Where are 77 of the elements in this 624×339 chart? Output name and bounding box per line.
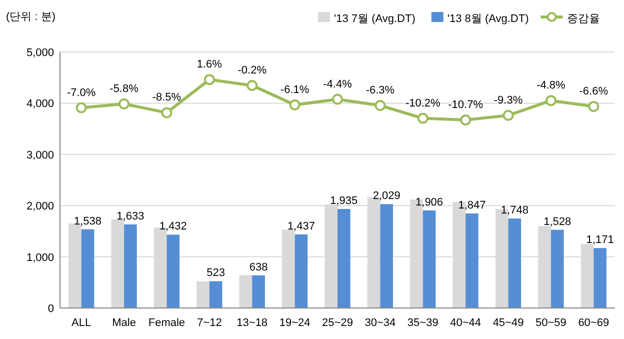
bar (81, 229, 94, 308)
bar (380, 204, 393, 308)
y-tick-label: 0 (48, 303, 54, 315)
data-label: -10.2% (405, 97, 441, 110)
x-tick-label: 30~34 (364, 317, 396, 329)
data-label: -6.3% (366, 84, 395, 96)
data-label: -8.5% (152, 92, 182, 104)
data-label: 1,437 (287, 220, 315, 232)
point (460, 114, 472, 126)
data-label: 638 (249, 261, 268, 274)
x-tick-label: Female (148, 317, 186, 329)
point (588, 100, 600, 112)
y-tick-label: 1,000 (26, 252, 54, 264)
point (161, 107, 172, 118)
bar (508, 218, 522, 308)
data-label: 2,029 (372, 190, 400, 202)
legend-label: '13 8월 (Avg.DT) (447, 13, 529, 25)
bar (209, 281, 222, 308)
data-label: 1,528 (544, 216, 572, 228)
bar (550, 230, 564, 308)
bar (466, 213, 478, 308)
data-label: 1,906 (416, 196, 444, 208)
bar (594, 248, 606, 308)
data-label: -4.4% (323, 78, 352, 90)
x-tick-label: 13~18 (236, 317, 268, 329)
data-label: 1,633 (116, 210, 144, 222)
x-tick-label: ALL (72, 317, 92, 329)
bar (124, 224, 137, 308)
point (502, 110, 514, 121)
data-label: 1,432 (159, 220, 187, 233)
x-tick-label: 25~29 (322, 317, 353, 329)
legend-label: 증감율 (566, 13, 600, 25)
data-label: 1,171 (586, 234, 614, 246)
point (204, 74, 215, 86)
bar (294, 234, 308, 308)
y-tick-label: 5,000 (26, 47, 54, 59)
data-label: -6.1% (280, 84, 310, 96)
point (374, 100, 386, 111)
bar (338, 208, 350, 308)
data-label: 1,935 (330, 194, 358, 207)
data-label: -7.0% (66, 86, 96, 99)
data-label: -5.8% (110, 82, 139, 95)
x-tick-label: 7~12 (197, 317, 222, 329)
data-label: -0.2% (238, 64, 267, 76)
y-axis-title: (단위 : 분) (6, 11, 56, 23)
bar (239, 275, 252, 308)
x-tick-label: 50~59 (536, 317, 566, 329)
bar (252, 275, 265, 308)
x-tick-label: 40~44 (450, 317, 482, 329)
point (289, 99, 300, 110)
point (76, 102, 87, 114)
data-label: 1,538 (74, 215, 102, 228)
x-tick-label: 60~69 (578, 317, 610, 329)
legend-label: '13 7월 (Avg.DT) (334, 13, 416, 25)
bar (166, 234, 180, 308)
point (545, 95, 556, 106)
data-label: -9.3% (494, 94, 523, 106)
data-label: 1.6% (196, 58, 222, 71)
bar (422, 210, 436, 308)
data-label: -6.6% (579, 85, 608, 98)
x-tick-label: 45~49 (492, 317, 524, 329)
y-tick-label: 2,000 (26, 200, 54, 213)
data-label: 1,847 (458, 199, 486, 212)
bar (196, 281, 210, 308)
x-tick-label: 35~39 (407, 317, 438, 329)
point (417, 112, 428, 124)
data-label: 1,748 (500, 204, 528, 216)
data-label: -4.8% (536, 80, 566, 92)
y-tick-label: 3,000 (26, 149, 54, 162)
y-tick-label: 4,000 (26, 98, 54, 110)
x-tick-label: 19~24 (279, 317, 310, 329)
x-tick-label: Male (112, 317, 136, 329)
point (246, 80, 258, 91)
data-label: 523 (206, 267, 226, 280)
point (332, 94, 343, 105)
point (118, 98, 130, 110)
data-label: -10.7% (448, 98, 484, 111)
